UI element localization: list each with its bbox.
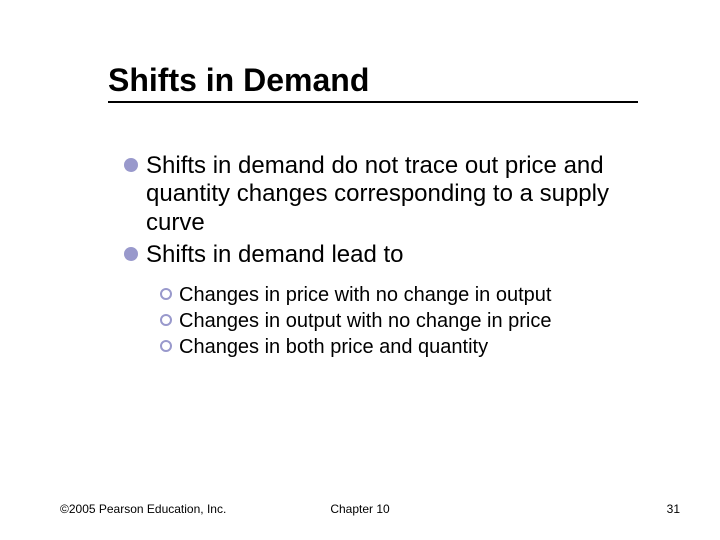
bullet-l2-text: Changes in both price and quantity [179, 335, 488, 359]
title-region: Shifts in Demand [108, 62, 638, 99]
disc-bullet-icon [124, 158, 138, 172]
footer-chapter: Chapter 10 [0, 502, 720, 516]
disc-bullet-icon [124, 247, 138, 261]
circle-bullet-icon [160, 288, 172, 300]
sublist: Changes in price with no change in outpu… [160, 283, 648, 359]
bullet-l2: Changes in price with no change in outpu… [160, 283, 648, 307]
slide-title: Shifts in Demand [108, 62, 638, 99]
circle-bullet-icon [160, 340, 172, 352]
bullet-l2-text: Changes in price with no change in outpu… [179, 283, 551, 307]
bullet-l2: Changes in both price and quantity [160, 335, 648, 359]
slide: Shifts in Demand Shifts in demand do not… [0, 0, 720, 540]
bullet-l2-text: Changes in output with no change in pric… [179, 309, 551, 333]
title-rule [108, 101, 638, 103]
circle-bullet-icon [160, 314, 172, 326]
bullet-l1: Shifts in demand do not trace out price … [124, 152, 648, 237]
bullet-l1: Shifts in demand lead to [124, 241, 648, 269]
bullet-l2: Changes in output with no change in pric… [160, 309, 648, 333]
bullet-l1-text: Shifts in demand lead to [146, 241, 404, 269]
bullet-l1-text: Shifts in demand do not trace out price … [146, 152, 648, 237]
footer-page-number: 31 [667, 502, 680, 516]
body-region: Shifts in demand do not trace out price … [108, 152, 648, 361]
